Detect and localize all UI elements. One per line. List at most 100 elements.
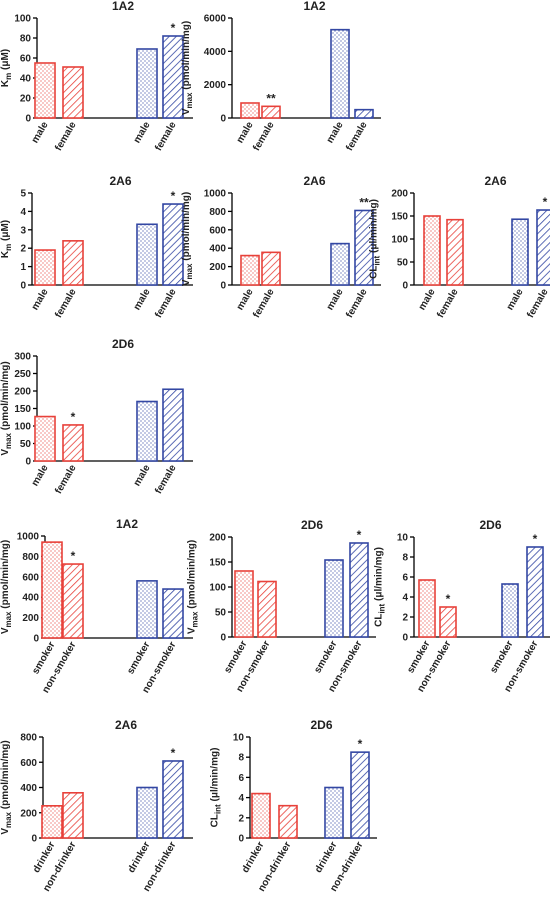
- significance-marker: *: [171, 746, 176, 760]
- category-label: male: [132, 120, 153, 146]
- y-tick-label: 2: [238, 813, 244, 824]
- y-tick-label: 10: [233, 733, 245, 744]
- y-tick-label: 600: [209, 225, 226, 236]
- category-label: smoker: [125, 640, 152, 676]
- y-tick-label: 1: [20, 262, 26, 273]
- category-label: male: [30, 120, 51, 146]
- y-tick-label: 50: [397, 258, 409, 269]
- bar: [162, 388, 184, 462]
- chart-title: 2A6: [115, 718, 137, 732]
- category-label: female: [435, 287, 461, 320]
- y-tick-label: 150: [391, 212, 408, 223]
- bar: [162, 588, 184, 639]
- y-axis-label: CLint (μl/min/mg): [368, 199, 381, 279]
- y-tick-label: 1000: [204, 189, 227, 200]
- y-tick-label: 800: [22, 552, 39, 563]
- y-tick-label: 150: [209, 558, 226, 569]
- significance-marker: *: [171, 189, 176, 203]
- bar: [257, 580, 277, 638]
- significance-marker: *: [71, 410, 76, 424]
- y-axis-label: Vmax (pmol/min/mg): [181, 192, 194, 286]
- category-label: male: [30, 287, 51, 313]
- y-tick-label: 250: [14, 369, 31, 380]
- category-label: drinker: [126, 840, 153, 875]
- category-label: male: [132, 463, 153, 489]
- chart-title: 2D6: [479, 518, 501, 532]
- y-tick-label: 600: [20, 758, 37, 769]
- category-label: female: [153, 463, 179, 496]
- y-tick-label: 600: [22, 572, 39, 583]
- y-tick-label: 400: [209, 244, 226, 255]
- chart-title: 1A2: [112, 0, 134, 13]
- y-tick-label: 0: [220, 281, 226, 292]
- y-tick-label: 400: [22, 593, 39, 604]
- y-axis-label: CLint (μl/min/mg): [374, 547, 387, 627]
- y-tick-label: 80: [20, 34, 32, 45]
- y-tick-label: 8: [402, 553, 408, 564]
- bar: [511, 218, 529, 286]
- y-tick-label: 0: [402, 633, 408, 644]
- chart-panel: 1A2 0 200 400 600 800 1000 Vmax (pmol/min/mg) sm…: [0, 517, 193, 695]
- chart-title: 1A2: [303, 0, 325, 13]
- bar: [62, 240, 84, 286]
- significance-marker: *: [71, 549, 76, 563]
- bar: [354, 209, 374, 286]
- y-tick-label: 150: [14, 404, 31, 415]
- y-tick-label: 4: [238, 793, 244, 804]
- bar: [439, 606, 457, 638]
- bar: [446, 218, 464, 286]
- y-tick-label: 40: [20, 74, 32, 85]
- bar: [423, 215, 441, 286]
- y-tick-label: 4: [20, 207, 26, 218]
- significance-marker: **: [266, 91, 276, 105]
- y-tick-label: 400: [20, 783, 37, 794]
- bar: [41, 541, 63, 639]
- category-label: male: [325, 120, 346, 146]
- y-tick-label: 0: [25, 457, 31, 468]
- bar: [278, 804, 298, 839]
- category-label: female: [251, 287, 277, 320]
- category-label: female: [251, 120, 277, 153]
- y-tick-label: 8: [238, 753, 244, 764]
- y-tick-label: 0: [220, 633, 226, 644]
- bar: [350, 751, 370, 839]
- y-tick-label: 5: [20, 189, 26, 200]
- category-label: smoker: [312, 639, 339, 675]
- bar: [349, 542, 369, 638]
- y-tick-label: 0: [20, 281, 26, 292]
- category-label: drinker: [240, 840, 267, 875]
- category-label: female: [344, 120, 370, 153]
- category-label: male: [235, 120, 256, 146]
- y-tick-label: 100: [209, 583, 226, 594]
- chart-panel: 2A6 0 200 400 600 800 1000 Vmax (pmol/min/mg) ma…: [181, 174, 381, 320]
- bar: [324, 786, 344, 839]
- y-tick-label: 200: [391, 189, 408, 200]
- y-tick-label: 6000: [204, 14, 227, 25]
- y-tick-label: 800: [209, 207, 226, 218]
- y-tick-label: 6: [238, 773, 244, 784]
- y-tick-label: 0: [220, 114, 226, 125]
- chart-title: 2D6: [112, 337, 134, 351]
- bar: [330, 242, 350, 286]
- chart-title: 2A6: [303, 174, 325, 188]
- y-tick-label: 0: [25, 114, 31, 125]
- category-label: smoker: [488, 639, 515, 675]
- bar: [501, 583, 519, 638]
- bar: [136, 400, 158, 462]
- bar: [136, 580, 158, 639]
- y-tick-label: 10: [397, 533, 409, 544]
- chart-panel: 2A6 0 200 400 600 800 Vmax (pmol/min/mg) drinke…: [0, 718, 193, 894]
- chart-title: 2A6: [109, 174, 131, 188]
- bar: [136, 786, 158, 839]
- y-tick-label: 0: [31, 834, 37, 845]
- category-label: male: [417, 287, 438, 313]
- y-tick-label: 200: [14, 387, 31, 398]
- bar: [354, 108, 374, 119]
- bar: [234, 570, 254, 638]
- significance-marker: *: [533, 532, 538, 546]
